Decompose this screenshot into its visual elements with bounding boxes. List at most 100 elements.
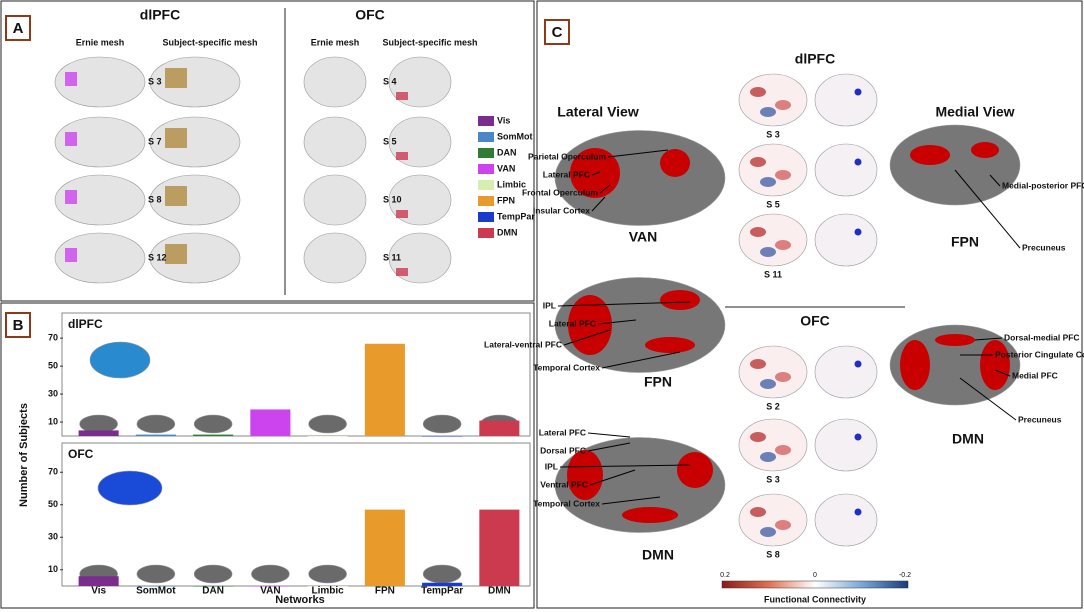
- brain: [149, 56, 241, 108]
- annotation: Temporal Cortex: [533, 498, 600, 508]
- network-region: [660, 290, 700, 310]
- panel-a-frame: [0, 0, 535, 302]
- callout-line: [601, 496, 661, 505]
- callout-line: [974, 337, 1003, 341]
- activation: [396, 92, 408, 100]
- fc-spot: [775, 372, 791, 382]
- callout-line: [597, 319, 637, 325]
- seed-marker: [854, 88, 862, 96]
- bar: [422, 436, 463, 437]
- callout-line: [607, 149, 669, 158]
- panel-badge: [544, 19, 570, 45]
- panel-badge: [5, 15, 31, 41]
- activation: [165, 244, 187, 264]
- brain: [422, 564, 462, 584]
- callout-line: [989, 174, 1001, 187]
- fc-spot: [760, 107, 776, 117]
- bar: [479, 420, 520, 436]
- y-axis-label: Number of Subjects: [18, 403, 30, 507]
- fc-spot: [775, 445, 791, 455]
- network-region: [910, 145, 950, 165]
- brain: [193, 414, 233, 434]
- section-title: OFC: [800, 313, 830, 329]
- colorbar: [721, 580, 909, 589]
- annotation: Frontal Operculum: [522, 187, 598, 197]
- brain: [889, 124, 1021, 206]
- bar: [307, 436, 348, 437]
- brain: [738, 213, 808, 267]
- brain: [97, 470, 163, 506]
- x-axis-label: Networks: [275, 594, 325, 606]
- legend-label: VAN: [497, 163, 515, 173]
- annotation: Lateral PFC: [549, 318, 596, 328]
- subject-label: S 8: [766, 549, 780, 559]
- view-title: Medial View: [935, 104, 1014, 120]
- brain: [738, 418, 808, 472]
- annotation: Dorsal-medial PFC: [1004, 332, 1080, 342]
- activation: [65, 248, 77, 262]
- activation: [65, 72, 77, 86]
- bar: [193, 586, 234, 587]
- panel-badge: [5, 312, 31, 338]
- subject-label: S 3: [148, 76, 162, 86]
- brain: [54, 174, 146, 226]
- legend-label: DMN: [497, 227, 518, 237]
- annotation: Medial-posterior PFC: [1002, 180, 1084, 190]
- annotation: Lateral-ventral PFC: [484, 339, 562, 349]
- bar: [78, 430, 119, 436]
- y-tick-label: 30: [48, 532, 58, 542]
- x-tick-label: TempPar: [421, 586, 463, 597]
- annotation: Dorsal PFC: [540, 445, 586, 455]
- legend-label: TempPar: [497, 211, 535, 221]
- fc-spot: [775, 100, 791, 110]
- network-region: [900, 340, 930, 390]
- activation: [65, 190, 77, 204]
- y-tick-label: 70: [48, 333, 58, 343]
- x-tick-label: SomMot: [136, 586, 176, 597]
- annotation: IPL: [543, 300, 556, 310]
- subject-label: S 5: [383, 136, 397, 146]
- fc-spot: [760, 247, 776, 257]
- network-region: [677, 452, 713, 488]
- bar: [250, 586, 291, 587]
- callout-line: [994, 369, 1011, 377]
- brain: [814, 345, 878, 399]
- x-tick-label: VAN: [260, 586, 280, 597]
- network-name: VAN: [629, 229, 658, 245]
- fc-spot: [750, 157, 766, 167]
- brain: [814, 418, 878, 472]
- brain: [54, 56, 146, 108]
- brain: [149, 116, 241, 168]
- brain: [814, 213, 878, 267]
- colorbar-tick: -0.2: [899, 572, 911, 579]
- subject-label: S 7: [148, 136, 162, 146]
- fc-spot: [750, 359, 766, 369]
- seed-marker: [854, 508, 862, 516]
- y-tick-label: 50: [48, 499, 58, 509]
- subject-label: S 8: [148, 194, 162, 204]
- subject-label: S 12: [148, 252, 167, 262]
- subject-label: S 11: [764, 269, 782, 279]
- callout-line: [563, 329, 611, 346]
- column-label: Ernie mesh: [76, 37, 125, 47]
- legend-swatch: [478, 164, 494, 174]
- network-region: [645, 337, 695, 353]
- column-label: Subject-specific mesh: [382, 37, 477, 47]
- annotation: Posterior Cingulate Cortex: [995, 349, 1084, 359]
- legend-swatch: [478, 196, 494, 206]
- network-name: FPN: [644, 374, 672, 390]
- network-region: [570, 148, 620, 198]
- brain: [303, 56, 367, 108]
- legend-label: SomMot: [497, 131, 533, 141]
- brain: [422, 414, 462, 434]
- x-tick-label: DMN: [488, 586, 511, 597]
- activation: [396, 152, 408, 160]
- brain: [136, 414, 176, 434]
- brain: [308, 564, 347, 584]
- column-label: Ernie mesh: [311, 37, 360, 47]
- activation: [165, 128, 187, 148]
- fc-spot: [750, 227, 766, 237]
- brain: [149, 174, 241, 226]
- x-tick-label: Limbic: [312, 586, 345, 597]
- callout-line: [587, 432, 631, 438]
